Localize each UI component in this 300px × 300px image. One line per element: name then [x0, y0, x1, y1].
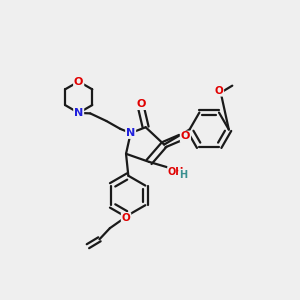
Text: O: O: [214, 86, 223, 96]
Text: O: O: [122, 213, 130, 223]
Text: OH: OH: [168, 167, 184, 177]
Text: O: O: [74, 76, 83, 86]
Text: O: O: [181, 131, 190, 142]
Text: O: O: [136, 99, 146, 109]
Text: N: N: [74, 108, 83, 118]
Text: N: N: [126, 128, 135, 138]
Text: H: H: [179, 169, 187, 180]
